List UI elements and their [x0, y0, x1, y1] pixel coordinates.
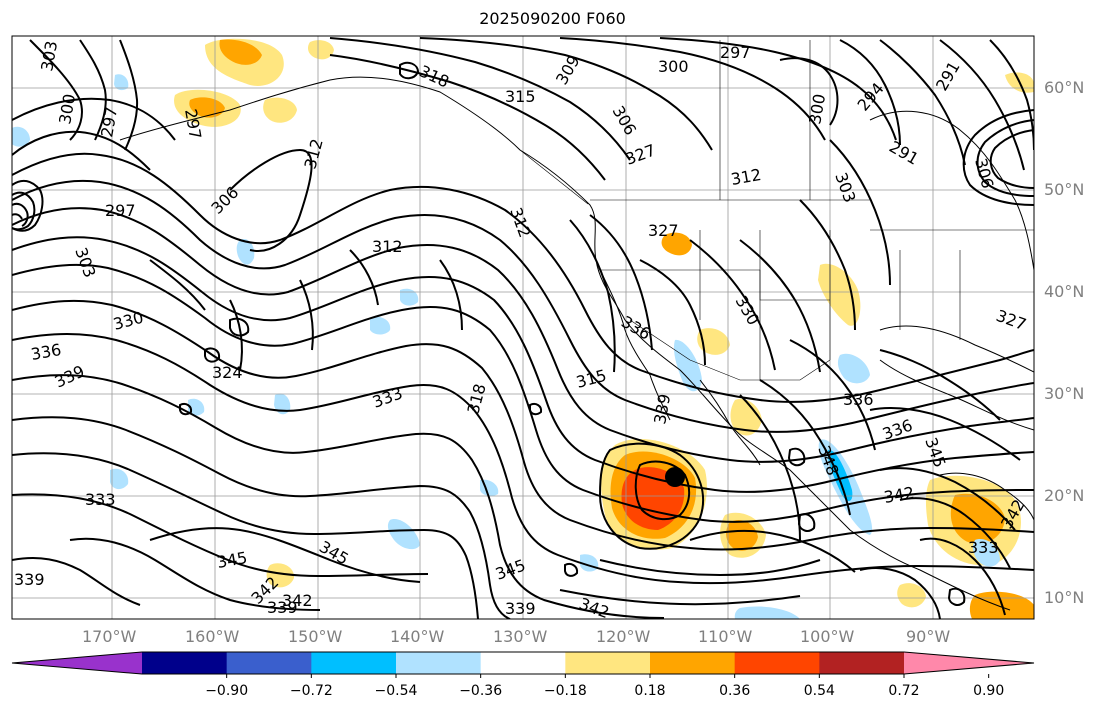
colorbar-segment [142, 652, 228, 674]
contour-label: 297 [181, 107, 205, 140]
colorbar-segment [565, 652, 651, 674]
lon-label: 150°W [288, 627, 343, 646]
colorbar-tick-label: 0.72 [888, 683, 920, 699]
colorbar-tick-label: 0.90 [973, 683, 1005, 699]
lon-label: 120°W [596, 627, 651, 646]
contour-label: 303 [71, 245, 99, 280]
contour-label: 312 [372, 237, 403, 256]
colorbar-tick-label: −0.18 [543, 683, 587, 699]
contour-label: 330 [111, 308, 145, 334]
contour-label: 324 [212, 363, 243, 382]
colorbar-segment [734, 652, 820, 674]
contour-label: 294 [854, 79, 888, 115]
closed-contours [179, 61, 966, 606]
lat-label: 50°N [1044, 180, 1085, 199]
colorbar-tick-label: 0.54 [803, 683, 835, 699]
colorbar-segment [819, 652, 905, 674]
contour-label: 312 [729, 165, 762, 189]
contour-label: 327 [623, 140, 658, 168]
contour-label: 339 [14, 570, 45, 589]
lat-label: 40°N [1044, 282, 1085, 301]
contour-label: 291 [932, 58, 964, 94]
colorbar-extend-max [904, 652, 1034, 674]
colorbar-tick-label: −0.54 [374, 683, 418, 699]
contour-label: 336 [29, 340, 62, 364]
contour-label: 315 [505, 87, 536, 106]
contour-label: 306 [207, 183, 242, 218]
colorbar-segment [480, 652, 566, 674]
contour-label: 318 [464, 382, 490, 416]
contour-label: 297 [97, 105, 121, 138]
contour-label: 297 [720, 43, 751, 62]
contour-label: 342 [282, 591, 313, 610]
contour-label: 336 [880, 415, 915, 443]
contour-label: 339 [650, 392, 674, 425]
contour-label: 333 [968, 538, 999, 557]
contour-label: 300 [55, 92, 79, 125]
contour-label: 291 [886, 137, 922, 169]
contour-label: 309 [552, 52, 584, 88]
contour-label: 339 [52, 361, 88, 391]
colorbar-tick-label: −0.90 [205, 683, 249, 699]
colorbar-tick-label: 0.18 [634, 683, 666, 699]
storm-center-marker [665, 467, 685, 487]
contour-label: 312 [301, 137, 327, 171]
contour-label: 297 [105, 201, 136, 220]
colorbar-segment [311, 652, 397, 674]
contour-label: 345 [316, 537, 352, 569]
lat-label: 30°N [1044, 384, 1085, 403]
plot-frame [11, 35, 1035, 620]
colorbar-segment [226, 652, 312, 674]
contour-label: 333 [85, 490, 116, 509]
contour-label: 339 [267, 598, 298, 617]
contour-label: 333 [370, 383, 405, 411]
lat-label: 20°N [1044, 486, 1085, 505]
contour-label: 339 [505, 599, 536, 618]
colorbar-tick-label: −0.72 [289, 683, 333, 699]
lon-label: 170°W [82, 627, 137, 646]
contour-label: 306 [609, 103, 641, 139]
contour-label: 306 [971, 156, 997, 190]
colorbar-tick-label: −0.36 [459, 683, 503, 699]
lon-label: 110°W [698, 627, 753, 646]
lon-label: 160°W [185, 627, 240, 646]
colorbar-tick-label: 0.36 [719, 683, 751, 699]
lat-label: 10°N [1044, 588, 1085, 607]
contour-label: 345 [215, 548, 248, 572]
map-title: 2025090200 F060 [479, 9, 626, 28]
colorbar-segment [650, 652, 736, 674]
contour-label: 348 [814, 443, 842, 478]
contour-label: 327 [648, 221, 679, 240]
contour-label: 300 [658, 57, 689, 76]
colorbar-extend-min [12, 652, 142, 674]
political-borders [519, 40, 1034, 381]
colorbar-outline [11, 651, 1035, 675]
lon-label: 140°W [390, 627, 445, 646]
contour-label: 300 [805, 92, 829, 125]
contour-label: 318 [416, 61, 452, 91]
lon-label: 130°W [493, 627, 548, 646]
contour-label: 312 [506, 205, 534, 240]
lat-label: 60°N [1044, 78, 1085, 97]
contour-label: 336 [843, 390, 874, 409]
lon-label: 100°W [800, 627, 855, 646]
colorbar [11, 651, 1035, 678]
theta-contours [12, 37, 1034, 619]
contour-label: 345 [921, 435, 949, 470]
colorbar-segment [396, 652, 482, 674]
contour-label: 327 [994, 306, 1029, 334]
lon-label: 90°W [906, 627, 951, 646]
contour-label: 342 [882, 483, 915, 507]
